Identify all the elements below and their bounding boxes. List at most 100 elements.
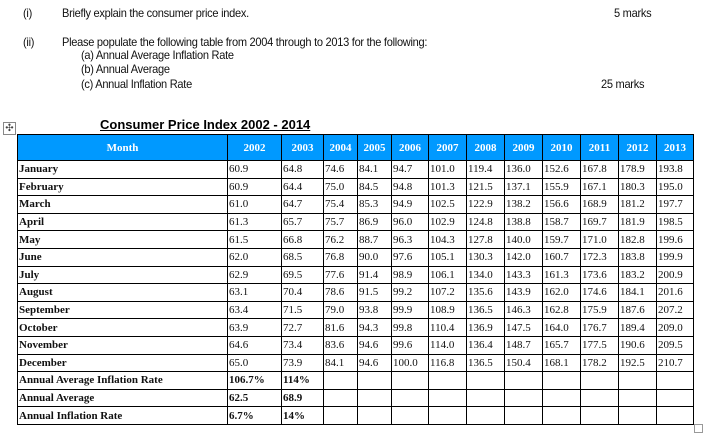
table-cell: 134.0 <box>466 265 505 285</box>
table-cell[interactable] <box>656 388 694 408</box>
table-cell: 180.3 <box>618 177 657 197</box>
table-cell: 197.7 <box>656 195 694 214</box>
table-cell: 159.7 <box>542 230 581 249</box>
column-header-2006: 2006 <box>391 134 429 161</box>
table-cell: 136.0 <box>504 160 543 179</box>
table-cell: 160.7 <box>542 247 581 267</box>
table-cell: 142.0 <box>504 247 543 267</box>
table-move-handle-icon[interactable]: ✣ <box>3 122 16 135</box>
table-cell: 201.6 <box>656 283 694 302</box>
table-cell[interactable]: 68.9 <box>281 388 324 408</box>
table-cell[interactable] <box>504 388 543 408</box>
table-cell: 94.6 <box>357 353 392 373</box>
table-cell: 190.6 <box>618 335 657 355</box>
table-cell[interactable] <box>542 406 581 425</box>
table-cell: 99.6 <box>391 335 429 355</box>
table-cell: 75.7 <box>323 212 358 232</box>
table-row: December 65.0 73.9 84.1 94.6 100.0 116.8 136.5 1… <box>17 353 694 373</box>
table-cell: 110.4 <box>428 318 467 337</box>
table-cell[interactable] <box>428 371 467 390</box>
table-cell: 68.5 <box>281 247 324 267</box>
table-cell: 165.7 <box>542 335 581 355</box>
row-label: November <box>17 335 228 355</box>
table-cell[interactable] <box>504 406 543 425</box>
table-cell[interactable]: 14% <box>281 406 324 425</box>
table-cell: 72.7 <box>281 318 324 337</box>
table-row: May 61.5 66.8 76.2 88.7 96.3 104.3 127.8 140.0 15… <box>17 230 694 249</box>
table-row: April 61.3 65.7 75.7 86.9 96.0 102.9 124.8 138.8… <box>17 212 694 232</box>
table-cell: 102.5 <box>428 195 467 214</box>
table-cell: 71.5 <box>281 300 324 320</box>
table-cell[interactable]: 62.5 <box>227 388 282 408</box>
table-cell: 96.0 <box>391 212 429 232</box>
table-cell: 150.4 <box>504 353 543 373</box>
table-cell[interactable] <box>580 388 619 408</box>
table-cell: 198.5 <box>656 212 694 232</box>
table-cell[interactable] <box>357 371 392 390</box>
table-cell: 192.5 <box>618 353 657 373</box>
table-cell: 61.5 <box>227 230 282 249</box>
table-cell: 189.4 <box>618 318 657 337</box>
column-header-2008: 2008 <box>466 134 505 161</box>
table-cell[interactable] <box>391 371 429 390</box>
table-cell: 172.3 <box>580 247 619 267</box>
table-cell[interactable] <box>580 371 619 390</box>
table-cell: 177.5 <box>580 335 619 355</box>
table-cell[interactable] <box>357 388 392 408</box>
table-cell[interactable] <box>428 388 467 408</box>
table-cell[interactable] <box>357 406 392 425</box>
table-cell: 168.1 <box>542 353 581 373</box>
table-cell[interactable] <box>504 371 543 390</box>
table-cell[interactable] <box>618 371 657 390</box>
table-cell: 148.7 <box>504 335 543 355</box>
table-cell[interactable] <box>428 406 467 425</box>
table-cell: 175.9 <box>580 300 619 320</box>
table-cell: 184.1 <box>618 283 657 302</box>
table-cell: 136.5 <box>466 300 505 320</box>
table-cell: 155.9 <box>542 177 581 197</box>
table-cell[interactable] <box>466 371 505 390</box>
table-cell[interactable]: 114% <box>281 371 324 390</box>
table-cell: 94.9 <box>391 195 429 214</box>
question-1-text: Briefly explain the consumer price index… <box>62 6 249 20</box>
table-cell: 73.4 <box>281 335 324 355</box>
table-cell[interactable]: 106.7% <box>227 371 282 390</box>
table-cell[interactable] <box>542 388 581 408</box>
table-cell[interactable] <box>466 388 505 408</box>
table-cell: 64.8 <box>281 160 324 179</box>
row-label: October <box>17 318 228 337</box>
table-cell[interactable] <box>391 406 429 425</box>
table-cell: 99.2 <box>391 283 429 302</box>
table-cell[interactable] <box>323 406 358 425</box>
column-header-2005: 2005 <box>357 134 392 161</box>
table-cell: 102.9 <box>428 212 467 232</box>
table-cell[interactable] <box>391 388 429 408</box>
table-cell[interactable] <box>580 406 619 425</box>
table-cell[interactable]: 6.7% <box>227 406 282 425</box>
table-cell: 181.9 <box>618 212 657 232</box>
row-label: July <box>17 265 228 285</box>
table-cell[interactable] <box>656 406 694 425</box>
table-cell: 167.8 <box>580 160 619 179</box>
table-row: October 63.9 72.7 81.6 94.3 99.8 110.4 136.9 147… <box>17 318 694 337</box>
table-cell: 173.6 <box>580 265 619 285</box>
column-header-2010: 2010 <box>542 134 581 161</box>
table-cell[interactable] <box>618 406 657 425</box>
table-cell: 77.6 <box>323 265 358 285</box>
table-cell[interactable] <box>466 406 505 425</box>
table-cell: 169.7 <box>580 212 619 232</box>
table-cell: 91.4 <box>357 265 392 285</box>
table-row: June 62.0 68.5 76.8 90.0 97.6 105.1 130.3 142.0 1… <box>17 247 694 267</box>
table-cell: 152.6 <box>542 160 581 179</box>
table-cell[interactable] <box>323 371 358 390</box>
table-cell[interactable] <box>618 388 657 408</box>
table-cell: 94.8 <box>391 177 429 197</box>
table-cell[interactable] <box>542 371 581 390</box>
table-cell[interactable] <box>656 371 694 390</box>
table-cell[interactable] <box>323 388 358 408</box>
table-cell: 174.6 <box>580 283 619 302</box>
column-header-2007: 2007 <box>428 134 467 161</box>
table-cell: 74.6 <box>323 160 358 179</box>
table-cell: 162.0 <box>542 283 581 302</box>
question-2-marks: 25 marks <box>601 77 645 91</box>
